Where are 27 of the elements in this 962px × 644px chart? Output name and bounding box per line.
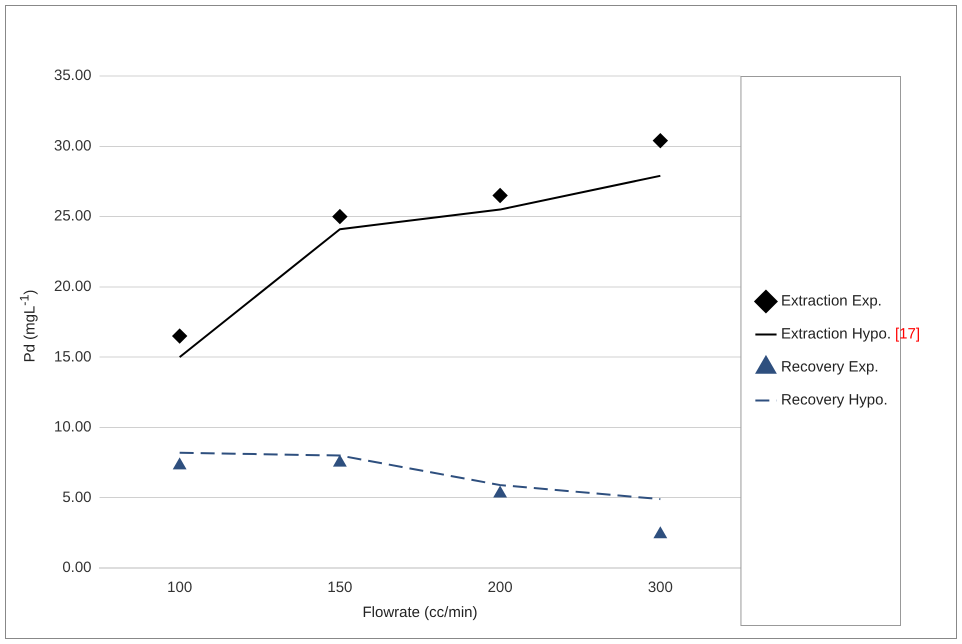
- y-tick-label: 15.00: [54, 348, 92, 366]
- line-series: [178, 452, 662, 500]
- x-tick-label: 150: [327, 579, 352, 596]
- point: [654, 526, 667, 538]
- x-tick-label: 300: [648, 579, 673, 596]
- point: [333, 455, 346, 467]
- y-tick-label: 30.00: [54, 137, 92, 154]
- text: [17]: [895, 326, 920, 343]
- point: [652, 133, 668, 148]
- x-tick-label: 200: [488, 579, 513, 596]
- legend-label: Recovery Exp.: [780, 358, 878, 376]
- y-tick-label: 25.00: [54, 208, 92, 225]
- x-tick-label: 100: [167, 579, 192, 596]
- point: [492, 188, 508, 203]
- y-tick-label: 10.00: [54, 418, 92, 436]
- y-tick-label: 0.00: [62, 559, 92, 576]
- legend-label: Recovery Hypo.: [780, 392, 888, 409]
- point: [494, 486, 507, 498]
- y-tick-label: 5.00: [62, 488, 92, 506]
- legend-label: Extraction Exp.: [780, 292, 882, 310]
- y-tick-label: 20.00: [54, 278, 92, 295]
- legend-label: Extraction Hypo.: [780, 326, 891, 343]
- point: [173, 458, 186, 470]
- x-axis-title: Flowrate (cc/min): [362, 604, 478, 622]
- y-tick-label: 35.00: [54, 67, 92, 84]
- point: [332, 209, 348, 224]
- point: [172, 328, 188, 344]
